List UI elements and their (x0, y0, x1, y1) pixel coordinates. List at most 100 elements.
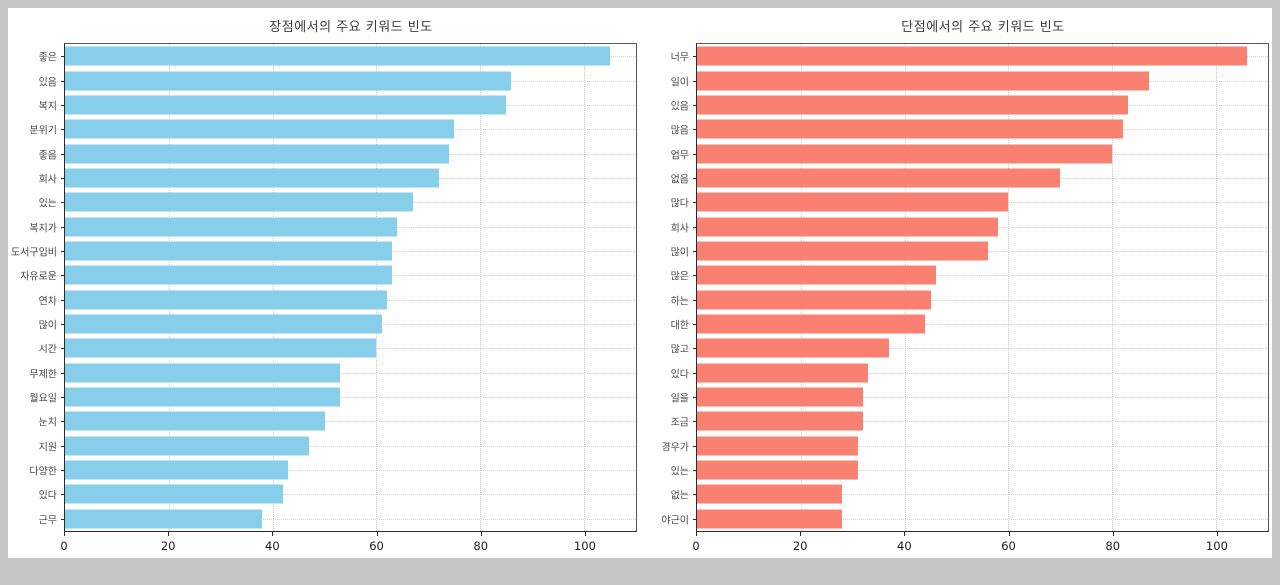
vertical-gridline (1112, 44, 1114, 531)
horizontal-gridline (697, 323, 1268, 325)
y-tick-mark (693, 299, 697, 301)
horizontal-gridline (65, 494, 636, 496)
y-tick-mark (693, 202, 697, 204)
bar-row: 있는 (39, 190, 636, 214)
horizontal-gridline (697, 372, 1268, 374)
y-tick-mark (61, 56, 65, 58)
pros-keyword-chart: 장점에서의 주요 키워드 빈도 좋은 있음 복지 분위기 좋음 회사 있는 복지가 도서구입비 자… (8, 8, 640, 558)
bar-row: 많은 (671, 263, 1268, 287)
horizontal-gridline (697, 421, 1268, 423)
y-tick-mark (61, 250, 65, 252)
y-tick-mark (693, 80, 697, 82)
bar-row: 시간 (39, 336, 636, 360)
category-label: 없음 (670, 174, 689, 186)
y-tick-mark (61, 518, 65, 520)
category-label: 업무 (670, 150, 689, 162)
y-tick-mark (693, 372, 697, 374)
y-tick-mark (61, 494, 65, 496)
bar (697, 338, 890, 358)
y-tick-mark (61, 445, 65, 447)
y-tick-mark (61, 348, 65, 350)
category-label: 회사 (670, 223, 689, 235)
bar-row: 있다 (671, 360, 1268, 384)
category-label: 있는 (38, 198, 57, 210)
category-label: 월요일 (29, 393, 57, 405)
y-tick-mark (61, 372, 65, 374)
bar (697, 387, 864, 407)
category-label: 많다 (670, 198, 689, 210)
y-tick-mark (61, 470, 65, 472)
bar-row: 좋음 (39, 141, 636, 165)
bar (65, 338, 377, 358)
y-tick-mark (693, 396, 697, 398)
category-label: 좋음 (38, 150, 57, 162)
bar-row: 많음 (671, 117, 1268, 141)
y-tick-mark (693, 445, 697, 447)
horizontal-gridline (697, 470, 1268, 472)
vertical-gridline (584, 44, 586, 531)
bar-row: 경우가 (661, 434, 1268, 458)
bar-row: 있음 (39, 68, 636, 92)
category-label: 지원 (38, 442, 57, 454)
y-tick-mark (61, 153, 65, 155)
y-tick-mark (61, 129, 65, 131)
x-tick-label: 40 (897, 539, 912, 553)
bar-row: 지원 (39, 434, 636, 458)
bar-row: 눈치 (39, 409, 636, 433)
category-label: 많은 (670, 271, 689, 283)
bar (65, 460, 289, 480)
bar (65, 290, 387, 310)
x-tick-mark (1008, 532, 1010, 536)
pros-x-axis: 0 20 40 60 80 100 (60, 532, 637, 556)
bar-row: 많고 (671, 336, 1268, 360)
bar (65, 168, 439, 188)
horizontal-gridline (697, 494, 1268, 496)
bar (65, 314, 382, 334)
bar-row: 너무 (671, 44, 1268, 68)
bar (697, 119, 1123, 139)
y-tick-mark (693, 129, 697, 131)
y-tick-mark (61, 421, 65, 423)
bar-rows: 너무 일이 있음 많음 업무 없음 많다 회사 많이 많은 하는 대한 많고 있다 일을 조금 경우가 있는 없는 야… (661, 44, 1268, 531)
y-tick-mark (693, 323, 697, 325)
bar (65, 363, 341, 383)
bar (697, 46, 1248, 66)
bar-row: 조금 (671, 409, 1268, 433)
x-tick-label: 100 (573, 539, 596, 553)
x-tick-mark (800, 532, 802, 536)
horizontal-gridline (65, 396, 636, 398)
bar-row: 없음 (671, 166, 1268, 190)
bar (697, 241, 988, 261)
category-label: 조금 (670, 417, 689, 429)
bar (65, 95, 507, 115)
x-tick-label: 0 (692, 539, 700, 553)
bar-row: 일이 (671, 68, 1268, 92)
bar-row: 회사 (39, 166, 636, 190)
y-tick-mark (61, 299, 65, 301)
horizontal-gridline (697, 445, 1268, 447)
category-label: 자유로운 (20, 271, 57, 283)
bar-row: 자유로운 (20, 263, 636, 287)
y-tick-mark (61, 275, 65, 277)
category-label: 야근이 (661, 515, 689, 527)
category-label: 근무 (38, 515, 57, 527)
x-tick-label: 20 (160, 539, 176, 553)
bar-row: 복지 (39, 93, 636, 117)
bar (65, 217, 398, 237)
horizontal-gridline (65, 445, 636, 447)
horizontal-gridline (697, 275, 1268, 277)
bar-row: 많이 (39, 312, 636, 336)
y-tick-mark (61, 104, 65, 106)
x-tick-mark (1216, 532, 1218, 536)
y-tick-mark (61, 202, 65, 204)
vertical-gridline (904, 44, 906, 531)
bar (697, 71, 1149, 91)
y-tick-mark (61, 226, 65, 228)
vertical-gridline (272, 44, 274, 531)
y-tick-mark (693, 104, 697, 106)
y-tick-mark (693, 494, 697, 496)
horizontal-gridline (697, 518, 1268, 520)
category-label: 있음 (670, 101, 689, 113)
x-tick-label: 80 (1105, 539, 1121, 553)
bar-row: 많이 (671, 239, 1268, 263)
